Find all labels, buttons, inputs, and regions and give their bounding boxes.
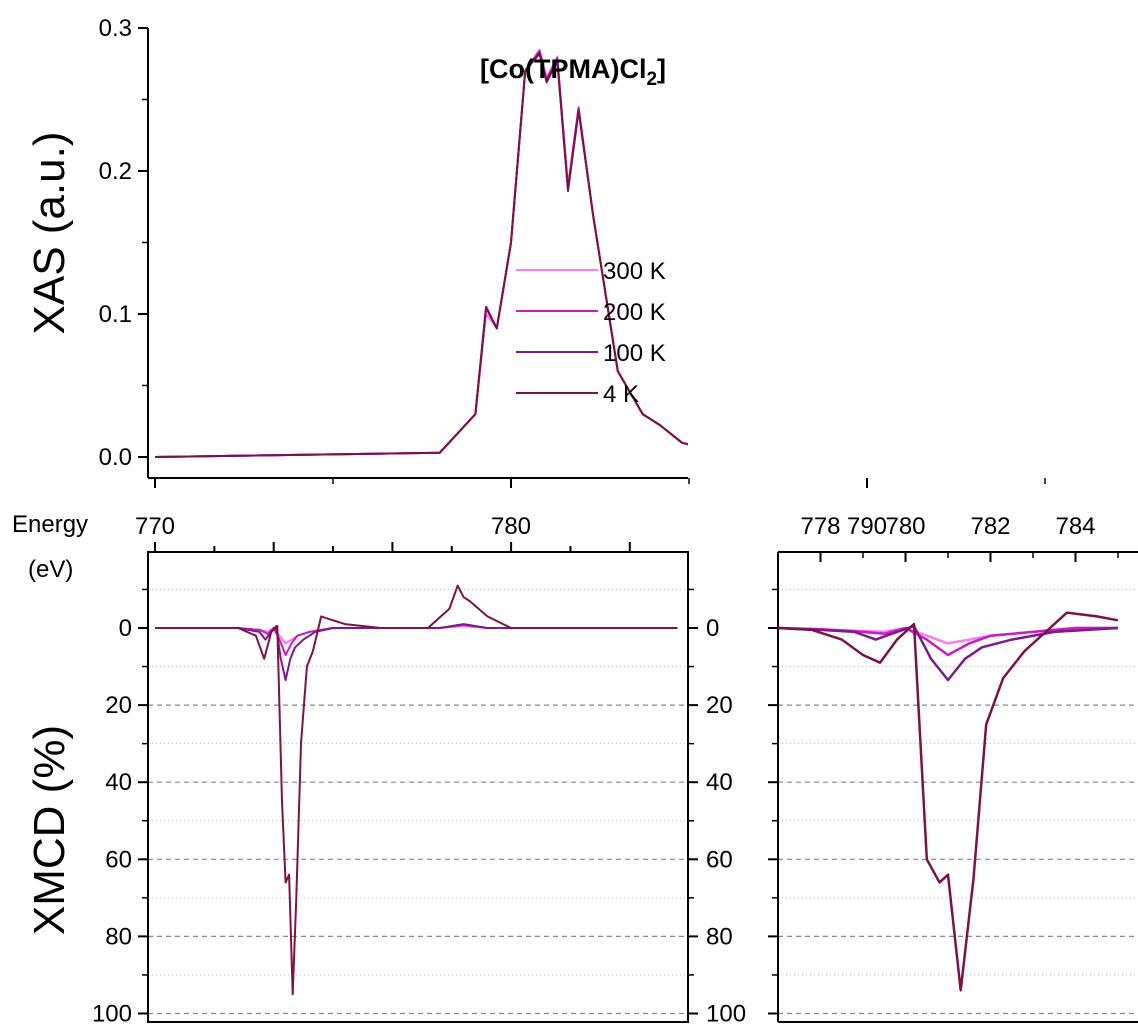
xmcd-full-y-tick-label: 60	[105, 846, 132, 873]
xmcd-full-right-y-tick-label: 0	[706, 615, 719, 642]
xmcd-zoom-x-tick-label: 780	[885, 513, 925, 540]
legend-label: 300 K	[603, 258, 666, 285]
xmcd-zoom-series-line	[778, 624, 1119, 682]
xmcd-full-series-line	[155, 623, 678, 656]
xas-y-tick-label: 0.3	[99, 15, 132, 42]
xmcd-full-lines	[155, 584, 678, 996]
xmcd-full-y-tick-label: 80	[105, 923, 132, 950]
xmcd-zoom-series-line	[778, 611, 1119, 992]
xmcd-zoom-x-tick-label: 778	[800, 513, 840, 540]
xas-title-main: [Co(TPMA)Cl	[480, 54, 646, 84]
xas-x-tick-label: 790	[847, 513, 887, 540]
xas-y-tick-label: 0.1	[99, 301, 132, 328]
xas-x-tick-label: 780	[491, 513, 531, 540]
xas-title-end: ]	[657, 54, 666, 84]
xmcd-full-right-y-tick-label: 80	[706, 923, 733, 950]
xmcd-full-y-tick-label: 100	[92, 1001, 132, 1026]
xmcd-full-right-y-tick-label: 20	[706, 692, 733, 719]
xmcd-y-axis-title: XMCD (%)	[25, 725, 74, 935]
xmcd-full-axis-ticks: 0 0 20 20 40 40 60 60 80 80 100 100	[92, 542, 746, 1026]
legend-label: 4 K	[603, 381, 639, 408]
xas-x-tick-label: 770	[135, 513, 175, 540]
xmcd-zoom-grid	[778, 588, 1138, 1015]
xas-y-tick-label: 0.0	[99, 444, 132, 471]
xas-panel: 0.00.10.20.3770780790800810 XAS (a.u.) […	[12, 15, 1046, 583]
legend-label: 100 K	[603, 340, 666, 367]
xmcd-full-right-y-tick-label: 40	[706, 769, 733, 796]
xmcd-zoom-lines	[778, 611, 1119, 992]
legend-label: 200 K	[603, 299, 666, 326]
xas-series-line	[154, 48, 688, 458]
xas-y-axis-title: XAS (a.u.)	[25, 132, 74, 335]
xas-series-line	[154, 51, 688, 458]
xas-chart-title: [Co(TPMA)Cl2]	[480, 54, 666, 90]
xmcd-full-right-y-tick-label: 100	[706, 1001, 746, 1026]
xmcd-full-y-tick-label: 40	[105, 769, 132, 796]
xas-title-subscript: 2	[646, 69, 657, 90]
xmcd-full-grid	[148, 588, 688, 1015]
xas-series-line	[154, 52, 688, 458]
xmcd-full-series-line	[155, 623, 678, 681]
xmcd-zoom-x-tick-label: 784	[1055, 513, 1095, 540]
xmcd-full-frame	[147, 551, 689, 1023]
xmcd-full-panel: 0 0 20 20 40 40 60 60 80 80 100 100 XMCD (%)	[25, 542, 746, 1026]
xas-series-line	[154, 49, 688, 458]
xmcd-zoom-panel: 778 780 782 784	[768, 513, 1138, 1023]
xas-y-tick-label: 0.2	[99, 158, 132, 185]
xas-axis-ticks: 0.00.10.20.3770780790800810	[99, 15, 1046, 540]
xmcd-full-series-line	[155, 584, 678, 996]
xmcd-zoom-x-tick-label: 782	[970, 513, 1010, 540]
xmcd-zoom-axis-ticks: 778 780 782 784	[768, 513, 1119, 1015]
x-axis-title-line2: (eV)	[28, 556, 73, 583]
legend: 300 K 200 K 100 K 4 K	[516, 258, 666, 408]
xas-lines	[154, 48, 688, 458]
x-axis-title-line1: Energy	[12, 511, 88, 538]
xmcd-full-y-tick-label: 0	[119, 615, 132, 642]
xmcd-full-right-y-tick-label: 60	[706, 846, 733, 873]
xmcd-full-y-tick-label: 20	[105, 692, 132, 719]
